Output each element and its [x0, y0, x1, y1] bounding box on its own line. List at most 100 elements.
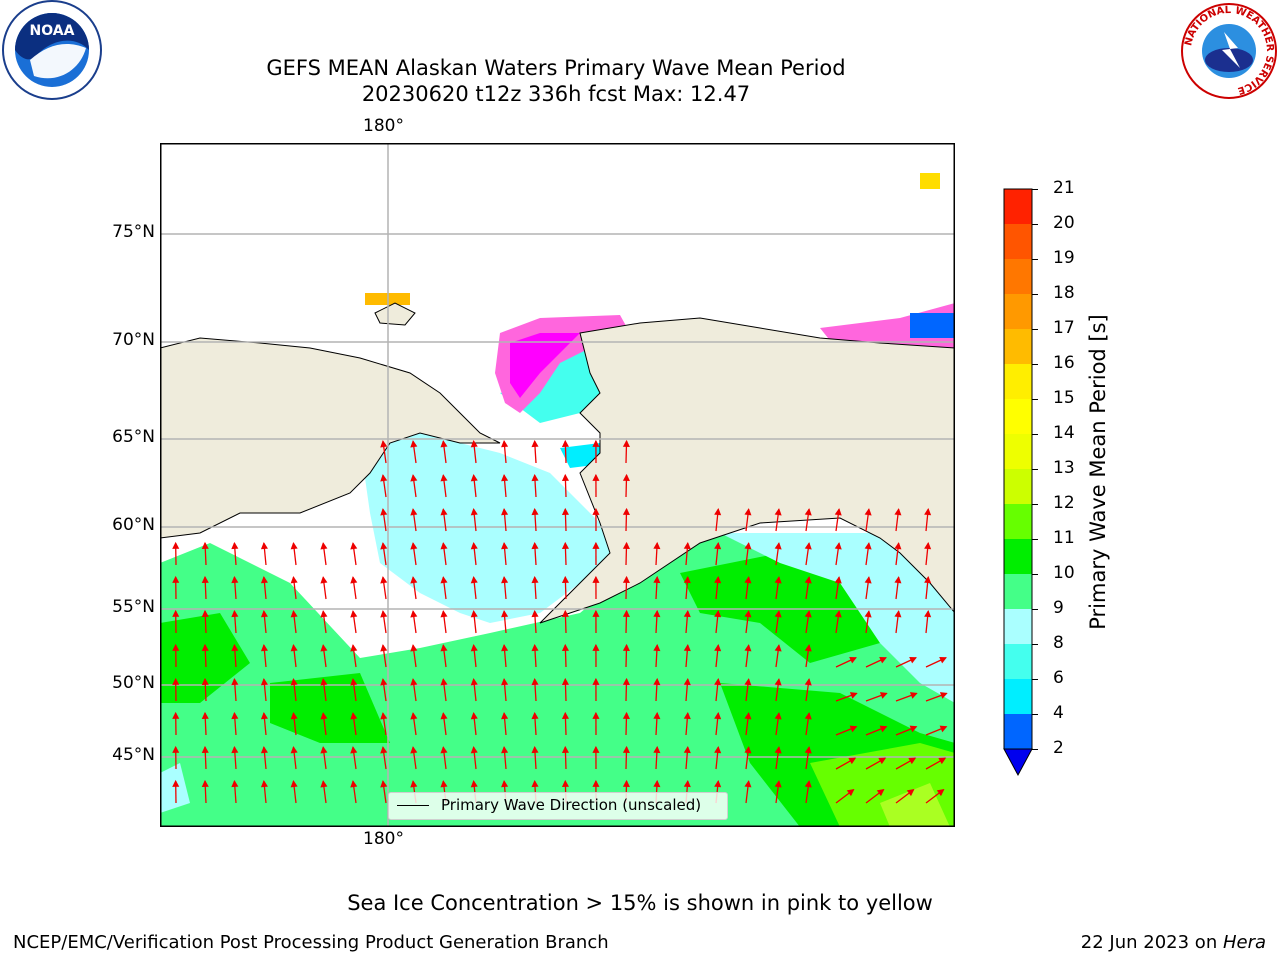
colorbar-segment	[1004, 679, 1032, 714]
wave-direction-arrowhead	[561, 677, 569, 685]
wave-direction-arrowhead	[410, 440, 418, 448]
colorbar-tick-mark	[1032, 504, 1038, 505]
wave-direction-arrowhead	[470, 644, 478, 652]
wave-direction-arrowhead	[878, 757, 887, 765]
noaa-logo: NOAA	[0, 0, 104, 104]
wave-direction-arrowhead	[894, 576, 902, 584]
wave-direction-arrowhead	[531, 779, 539, 788]
wave-direction-arrowhead	[924, 610, 932, 618]
wave-direction-arrowhead	[653, 677, 661, 686]
wave-direction-arrowhead	[410, 474, 418, 482]
wave-direction-arrowhead	[410, 746, 418, 754]
colorbar-tick-label: 20	[1053, 213, 1075, 233]
wave-direction-arrowhead	[260, 678, 268, 686]
wave-direction-arrowhead	[231, 677, 239, 686]
wave-direction-arrowhead	[622, 575, 630, 583]
wave-direction-arrowhead	[380, 576, 388, 584]
wave-direction-arrowhead	[592, 779, 600, 787]
wave-direction-arrowhead	[774, 508, 782, 516]
wave-direction-arrowhead	[714, 712, 722, 720]
wave-direction-arrowhead	[909, 692, 918, 699]
wave-direction-arrowhead	[172, 541, 180, 549]
colorbar-label: Primary Wave Mean Period [s]	[1086, 314, 1110, 630]
wave-direction-arrowhead	[350, 678, 358, 686]
wave-direction-arrowhead	[470, 780, 478, 788]
wave-direction-arrowhead	[531, 439, 539, 448]
colorbar-segment	[1004, 469, 1032, 504]
wave-direction-arrowhead	[350, 610, 358, 618]
wave-direction-arrowhead	[260, 542, 268, 550]
wave-direction-arrowhead	[876, 789, 885, 797]
lon-label-top: 180°	[363, 116, 404, 136]
wave-direction-arrowhead	[774, 678, 782, 686]
wave-direction-arrowhead	[501, 609, 509, 618]
colorbar-tick-label: 2	[1053, 738, 1064, 758]
wave-direction-arrowhead	[350, 542, 358, 550]
colorbar-tick-label: 8	[1053, 633, 1064, 653]
chart-title-line-2: 20230620 t12z 336h fcst Max: 12.47	[361, 82, 751, 106]
wave-direction-arrowhead	[201, 609, 209, 618]
wave-direction-arrowhead	[501, 745, 509, 754]
lat-label-45n: 45°N	[112, 745, 155, 765]
sea-ice-chukchi-core	[510, 333, 580, 398]
gulf-of-alaska-period-8-zone	[720, 533, 955, 703]
wave-direction-arrowhead	[804, 746, 812, 754]
wave-direction-arrowhead	[653, 745, 661, 754]
wave-direction-arrowhead	[290, 780, 298, 788]
wave-direction-arrowhead	[622, 745, 630, 753]
wave-direction-arrowhead	[804, 508, 812, 516]
wave-direction-arrowhead	[683, 677, 691, 686]
colorbar-tick-label: 21	[1053, 178, 1075, 198]
wave-direction-arrowhead	[172, 575, 180, 583]
wave-direction-arrowhead	[470, 678, 478, 686]
lat-label-65n: 65°N	[112, 427, 155, 447]
wave-direction-arrowhead	[744, 576, 752, 584]
wave-direction-arrowhead	[320, 780, 328, 788]
colorbar-tick-labels: 2 4 6 8 9 10 11 12 13 14 15 16 17 18 19 20 21	[1032, 0, 1095, 960]
wave-direction-arrowhead	[380, 542, 388, 550]
colorbar-tick-mark	[1032, 714, 1038, 715]
wave-direction-arrowhead	[440, 610, 448, 618]
wave-direction-arrowhead	[683, 643, 691, 652]
colorbar-segment	[1004, 434, 1032, 469]
wave-direction-arrowhead	[561, 439, 569, 447]
wave-direction-arrowhead	[201, 711, 209, 720]
sea-ice-high-concentration	[910, 313, 955, 338]
wave-direction-arrowhead	[744, 678, 752, 686]
wave-direction-arrowhead	[622, 677, 630, 685]
wave-direction-arrowhead	[201, 779, 209, 788]
wave-direction-arrowhead	[260, 746, 268, 754]
wave-direction-arrowhead	[744, 542, 752, 550]
wave-direction-arrowhead	[380, 440, 388, 448]
wave-direction-arrowhead	[924, 542, 932, 550]
wave-direction-arrowhead	[592, 439, 600, 447]
wave-direction-arrowhead	[561, 609, 569, 617]
wave-direction-arrowhead	[172, 711, 180, 719]
sea-ice-edge	[920, 173, 940, 189]
wave-direction-arrowhead	[350, 712, 358, 720]
wave-direction-arrowhead	[260, 712, 268, 720]
wave-direction-arrowhead	[440, 678, 448, 686]
wave-direction-arrowhead	[774, 542, 782, 550]
wave-direction-arrowhead	[380, 746, 388, 754]
colorbar-tick-mark	[1032, 364, 1038, 365]
wave-direction-arrowhead	[653, 779, 661, 788]
lat-label-55n: 55°N	[112, 597, 155, 617]
wave-direction-arrowhead	[410, 644, 418, 652]
wave-direction-arrowhead	[714, 746, 722, 754]
wave-direction-arrowhead	[939, 656, 947, 664]
wave-direction-arrowhead	[561, 745, 569, 753]
wave-direction-arrowhead	[744, 644, 752, 652]
wave-direction-arrowhead	[320, 576, 328, 584]
siberia-land	[160, 337, 501, 539]
colorbar-tick-mark	[1032, 189, 1038, 190]
wave-direction-arrowhead	[849, 692, 858, 699]
wave-direction-arrowhead	[231, 745, 239, 754]
wave-direction-arrowhead	[894, 610, 902, 618]
wave-direction-arrowhead	[501, 439, 509, 448]
legend-label: Primary Wave Direction (unscaled)	[441, 796, 702, 814]
wave-direction-arrowhead	[501, 779, 509, 788]
wave-direction-arrowhead	[350, 780, 358, 788]
wave-direction-arrowhead	[231, 541, 239, 550]
wave-direction-arrowhead	[846, 789, 855, 797]
